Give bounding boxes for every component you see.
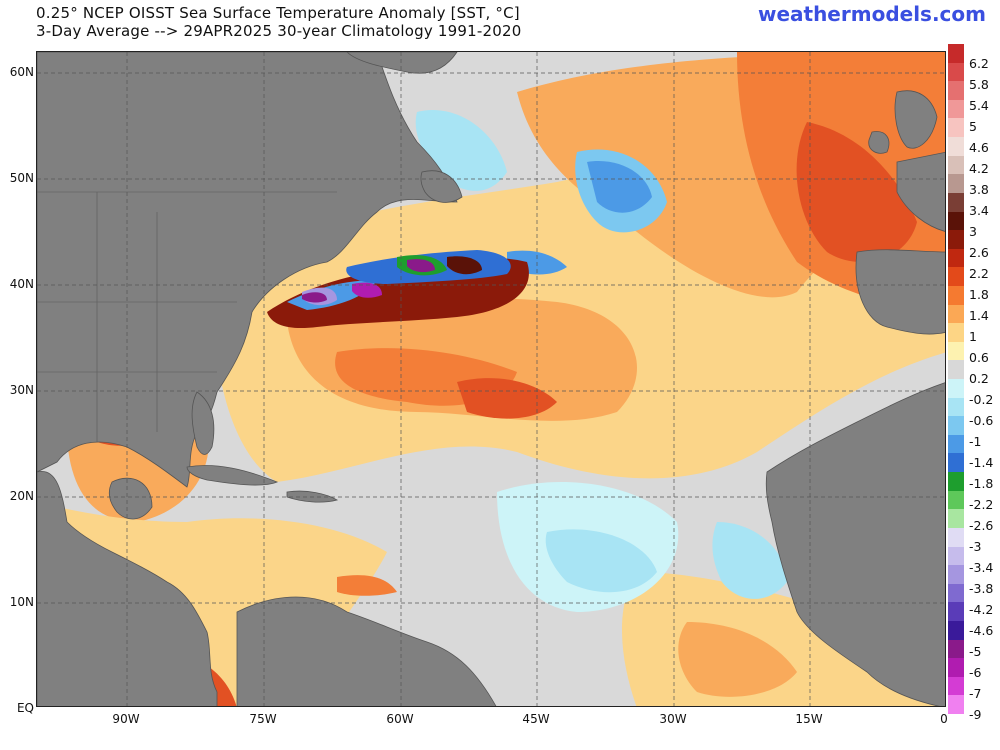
colorbar-segment: [948, 583, 964, 603]
land-masses: [37, 52, 945, 706]
colorbar-segment: [948, 323, 964, 343]
colorbar-label: 5.4: [969, 98, 989, 113]
lat-label-40n: 40N: [9, 277, 34, 291]
sst-anomaly-map[interactable]: [36, 51, 946, 707]
colorbar-segment: [948, 602, 964, 622]
lon-label-60w: 60W: [386, 712, 414, 726]
colorbar-segment: [948, 192, 964, 212]
lat-label-10n: 10N: [9, 595, 34, 609]
colorbar-label: 1: [969, 329, 977, 344]
colorbar-segment: [948, 453, 964, 473]
colorbar-label: -5: [969, 644, 982, 659]
lon-label-75w: 75W: [249, 712, 277, 726]
colorbar-segment: [948, 211, 964, 231]
colorbar-segment: [948, 137, 964, 157]
colorbar-segment: [948, 639, 964, 659]
colorbar-segment: [948, 304, 964, 324]
colorbar-segment: [948, 509, 964, 529]
colorbar-label: 2.2: [969, 266, 989, 281]
colorbar: [948, 44, 964, 715]
colorbar-label: -1.4: [969, 455, 994, 470]
lon-label-0: 0: [940, 712, 948, 726]
lat-label-20n: 20N: [9, 489, 34, 503]
colorbar-segment: [948, 81, 964, 101]
graticule: [37, 52, 945, 706]
colorbar-segment: [948, 248, 964, 268]
colorbar-label: 0.6: [969, 350, 989, 365]
map-title: 0.25° NCEP OISST Sea Surface Temperature…: [36, 4, 520, 22]
lat-label-30n: 30N: [9, 383, 34, 397]
colorbar-label: 5: [969, 119, 977, 134]
colorbar-segment: [948, 416, 964, 436]
colorbar-label: 3.4: [969, 203, 989, 218]
colorbar-label: -3.8: [969, 581, 994, 596]
colorbar-label: -3.4: [969, 560, 994, 575]
colorbar-label: -0.6: [969, 413, 994, 428]
colorbar-label: -9: [969, 707, 982, 722]
colorbar-segment: [948, 527, 964, 547]
colorbar-segment: [948, 62, 964, 82]
colorbar-segment: [948, 695, 964, 715]
colorbar-label: -1.8: [969, 476, 994, 491]
colorbar-segment: [948, 490, 964, 510]
colorbar-label: 1.8: [969, 287, 989, 302]
colorbar-segment: [948, 99, 964, 119]
colorbar-segment: [948, 360, 964, 380]
colorbar-label: 5.8: [969, 77, 989, 92]
border-lines: [37, 191, 337, 442]
colorbar-label: -2.2: [969, 497, 994, 512]
gulf-stream-anomalies: [267, 250, 529, 329]
colorbar-segment: [948, 44, 964, 63]
colorbar-segment: [948, 341, 964, 361]
colorbar-segment: [948, 620, 964, 640]
colorbar-label: -1: [969, 434, 982, 449]
colorbar-segment: [948, 155, 964, 175]
colorbar-segment: [948, 174, 964, 194]
colorbar-label: -0.2: [969, 392, 994, 407]
lon-label-30w: 30W: [659, 712, 687, 726]
lon-label-90w: 90W: [112, 712, 140, 726]
lat-label-50n: 50N: [9, 171, 34, 185]
colorbar-segment: [948, 676, 964, 696]
colorbar-label: -7: [969, 686, 982, 701]
colorbar-label: -3: [969, 539, 982, 554]
colorbar-label: -4.2: [969, 602, 994, 617]
colorbar-segment: [948, 397, 964, 417]
colorbar-label: -6: [969, 665, 982, 680]
colorbar-label: 3: [969, 224, 977, 239]
brand-logo[interactable]: weathermodels.com: [757, 2, 986, 26]
colorbar-segment: [948, 118, 964, 138]
colorbar-segment: [948, 658, 964, 678]
colorbar-segment: [948, 472, 964, 492]
colorbar-label: 2.6: [969, 245, 989, 260]
colorbar-segment: [948, 379, 964, 398]
colorbar-label: 4.6: [969, 140, 989, 155]
colorbar-label: 4.2: [969, 161, 989, 176]
colorbar-segment: [948, 230, 964, 250]
lon-label-45w: 45W: [522, 712, 550, 726]
colorbar-segment: [948, 267, 964, 287]
map-canvas: [37, 52, 945, 706]
colorbar-segment: [948, 285, 964, 305]
colorbar-segment: [948, 565, 964, 585]
warm-anomaly-fields: [37, 52, 945, 706]
colorbar-segment: [948, 434, 964, 454]
colorbar-label: 0.2: [969, 371, 989, 386]
colorbar-label: -4.6: [969, 623, 994, 638]
colorbar-segment: [948, 546, 964, 566]
colorbar-label: 3.8: [969, 182, 989, 197]
colorbar-label: 6.2: [969, 56, 989, 71]
colorbar-label: 1.4: [969, 308, 989, 323]
lon-label-15w: 15W: [795, 712, 823, 726]
colorbar-label: -2.6: [969, 518, 994, 533]
lat-label-eq: EQ: [16, 701, 34, 715]
lat-label-60n: 60N: [9, 65, 34, 79]
map-subtitle: 3-Day Average --> 29APR2025 30-year Clim…: [36, 22, 522, 40]
